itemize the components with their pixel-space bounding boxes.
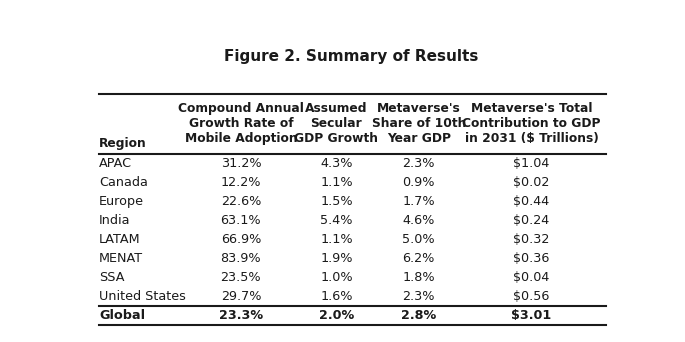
Text: 5.0%: 5.0% [402,233,435,246]
Text: $0.44: $0.44 [514,195,549,208]
Text: United States: United States [99,290,186,303]
Text: $1.04: $1.04 [513,157,550,170]
Text: Europe: Europe [99,195,144,208]
Text: $3.01: $3.01 [512,309,551,322]
Text: 1.1%: 1.1% [320,176,353,189]
Text: 66.9%: 66.9% [221,233,261,246]
Text: MENAT: MENAT [99,252,143,265]
Text: 1.5%: 1.5% [320,195,353,208]
Text: $0.24: $0.24 [514,214,549,227]
Text: 1.6%: 1.6% [320,290,353,303]
Text: 29.7%: 29.7% [221,290,261,303]
Text: 2.0%: 2.0% [319,309,354,322]
Text: 4.3%: 4.3% [320,157,353,170]
Text: Region: Region [99,137,147,150]
Text: 23.5%: 23.5% [221,271,261,284]
Text: 0.9%: 0.9% [403,176,435,189]
Text: 1.7%: 1.7% [402,195,435,208]
Text: 22.6%: 22.6% [221,195,261,208]
Text: $0.32: $0.32 [513,233,550,246]
Text: Figure 2. Summary of Results: Figure 2. Summary of Results [224,49,478,64]
Text: APAC: APAC [99,157,132,170]
Text: 5.4%: 5.4% [320,214,353,227]
Text: 83.9%: 83.9% [221,252,261,265]
Text: 6.2%: 6.2% [403,252,435,265]
Text: Compound Annual
Growth Rate of
Mobile Adoption: Compound Annual Growth Rate of Mobile Ad… [178,103,304,145]
Text: $0.02: $0.02 [513,176,550,189]
Text: 1.9%: 1.9% [320,252,353,265]
Text: 1.1%: 1.1% [320,233,353,246]
Text: 2.3%: 2.3% [403,157,435,170]
Text: India: India [99,214,130,227]
Text: $0.36: $0.36 [513,252,550,265]
Text: 1.8%: 1.8% [402,271,435,284]
Text: Global: Global [99,309,145,322]
Text: 12.2%: 12.2% [221,176,261,189]
Text: LATAM: LATAM [99,233,140,246]
Text: SSA: SSA [99,271,125,284]
Text: 4.6%: 4.6% [403,214,435,227]
Text: 2.3%: 2.3% [403,290,435,303]
Text: Assumed
Secular
GDP Growth: Assumed Secular GDP Growth [295,103,379,145]
Text: 2.8%: 2.8% [401,309,436,322]
Text: 23.3%: 23.3% [219,309,263,322]
Text: Metaverse's Total
Contribution to GDP
in 2031 ($ Trillions): Metaverse's Total Contribution to GDP in… [462,103,601,145]
Text: $0.04: $0.04 [513,271,550,284]
Text: 1.0%: 1.0% [320,271,353,284]
Text: $0.56: $0.56 [513,290,550,303]
Text: 63.1%: 63.1% [221,214,261,227]
Text: Metaverse's
Share of 10th
Year GDP: Metaverse's Share of 10th Year GDP [371,103,466,145]
Text: 31.2%: 31.2% [221,157,261,170]
Text: Canada: Canada [99,176,148,189]
